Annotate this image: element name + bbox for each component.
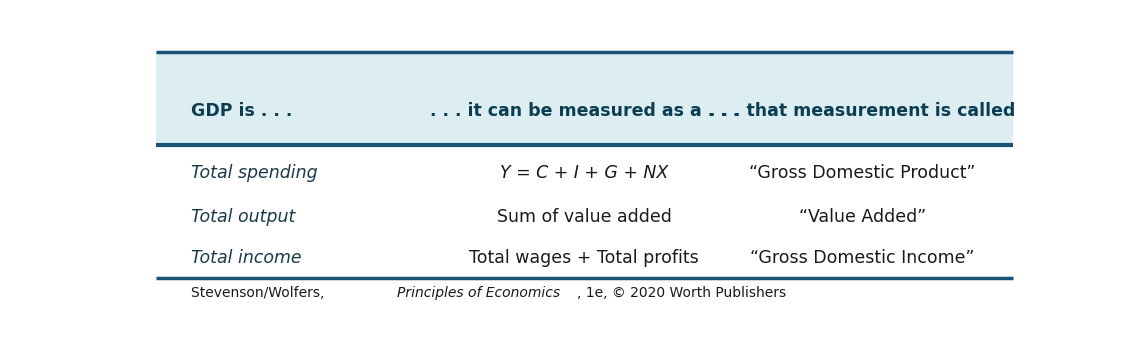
Text: Principles of Economics: Principles of Economics (398, 286, 561, 300)
Text: Total output: Total output (192, 209, 295, 226)
Text: Total wages + Total profits: Total wages + Total profits (470, 249, 699, 267)
Text: . . . that measurement is called: . . . that measurement is called (709, 102, 1016, 120)
Text: Y = C + I + G + NX: Y = C + I + G + NX (500, 164, 668, 182)
Text: Sum of value added: Sum of value added (497, 209, 671, 226)
Text: Stevenson/Wolfers,: Stevenson/Wolfers, (192, 286, 328, 300)
FancyBboxPatch shape (156, 52, 1012, 145)
Text: “Gross Domestic Income”: “Gross Domestic Income” (750, 249, 975, 267)
Text: Total income: Total income (192, 249, 302, 267)
Text: , 1e, © 2020 Worth Publishers: , 1e, © 2020 Worth Publishers (577, 286, 785, 300)
Text: Total spending: Total spending (192, 164, 318, 182)
Text: “Gross Domestic Product”: “Gross Domestic Product” (749, 164, 976, 182)
Text: “Value Added”: “Value Added” (799, 209, 926, 226)
Text: GDP is . . .: GDP is . . . (192, 102, 293, 120)
Text: . . . it can be measured as a . . .: . . . it can be measured as a . . . (430, 102, 739, 120)
